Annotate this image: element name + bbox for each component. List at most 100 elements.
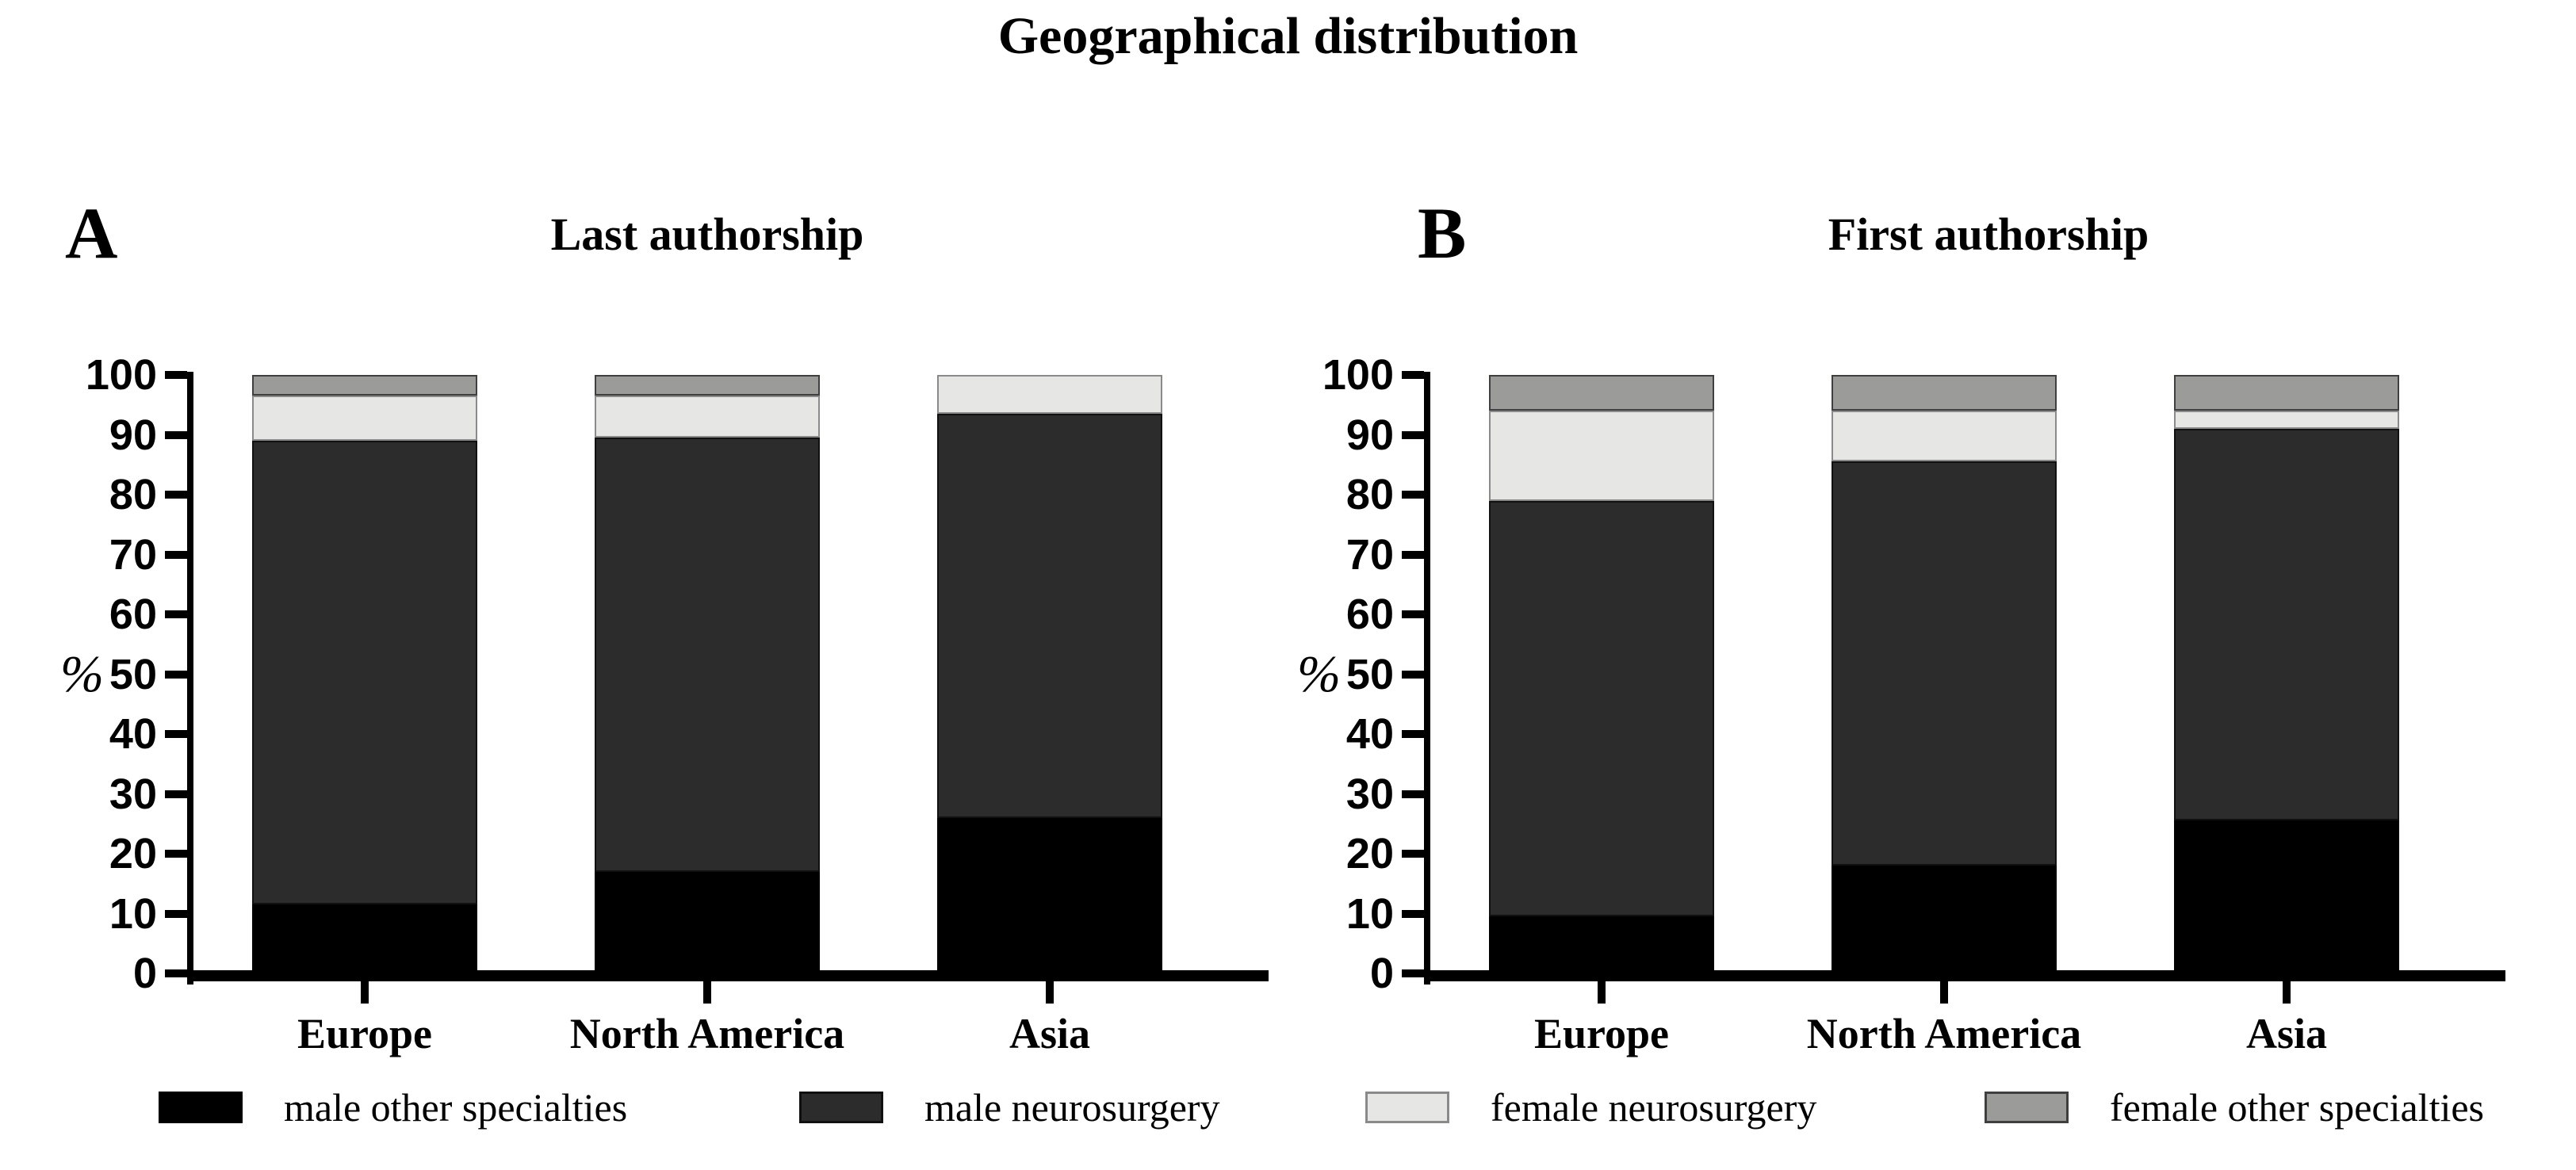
legend-item-male-neurosurgery: male neurosurgery	[799, 1084, 1220, 1130]
y-axis-tick	[165, 909, 187, 918]
y-axis-tick	[165, 730, 187, 738]
legend-swatch	[1365, 1092, 1449, 1123]
y-axis-tick	[165, 969, 187, 977]
bar-segment-male-other-specialties	[252, 904, 477, 973]
y-axis-tick-label: 20	[1345, 830, 1394, 878]
stacked-bar-europe	[1489, 375, 1714, 973]
bar-segment-male-neurosurgery	[252, 441, 477, 905]
stacked-bar-north-america	[595, 375, 820, 973]
bar-segment-male-neurosurgery	[2174, 428, 2399, 821]
y-axis-tick-label: 50	[1345, 650, 1394, 698]
y-axis-tick	[165, 491, 187, 499]
y-axis-tick-label: 90	[1345, 411, 1394, 459]
category-label-north-america: North America	[1806, 1010, 2082, 1057]
x-axis-tick	[1940, 981, 1948, 1004]
x-axis-tick	[703, 981, 711, 1004]
y-axis-tick-label: 70	[109, 530, 157, 579]
legend-item-female-neurosurgery: female neurosurgery	[1365, 1084, 1816, 1130]
y-axis-tick-label: 100	[1322, 351, 1394, 399]
bar-segment-male-neurosurgery	[1832, 461, 2057, 866]
x-axis-tick	[1598, 981, 1606, 1004]
y-axis-tick	[1402, 670, 1424, 679]
category-label-asia: Asia	[2245, 1010, 2327, 1057]
y-axis-tick-label: 80	[109, 471, 157, 518]
y-axis-tick-label: 100	[85, 351, 157, 399]
category-label-asia: Asia	[1009, 1010, 1090, 1057]
y-axis-tick-label: 60	[109, 591, 157, 638]
panel-label-b: B	[1418, 193, 1467, 273]
legend-label: female other specialties	[2110, 1085, 2484, 1130]
bar-segment-female-other-specialties	[252, 375, 477, 396]
y-axis-tick	[1402, 850, 1424, 858]
legend-swatch	[799, 1092, 883, 1123]
panel-last-authorship: A Last authorship % 0 10 20 30 40 50 60 70 80 90 1…	[48, 197, 1284, 1084]
bar-segment-female-neurosurgery	[1832, 411, 2057, 462]
category-label-north-america: North America	[569, 1010, 845, 1057]
stacked-bar-north-america	[1832, 375, 2057, 973]
y-axis-unit-label: %	[60, 645, 104, 703]
y-axis-tick-label: 90	[109, 411, 157, 459]
bar-segment-male-other-specialties	[2174, 820, 2399, 973]
y-axis-tick-label: 10	[109, 889, 157, 938]
y-axis-tick-label: 30	[109, 770, 157, 818]
y-axis-tick	[165, 430, 187, 439]
stacked-bar-europe	[252, 375, 477, 973]
bar-segment-male-other-specialties	[937, 817, 1162, 973]
y-axis-tick	[165, 550, 187, 559]
bar-segment-female-other-specialties	[1489, 375, 1714, 411]
legend-swatch	[1985, 1092, 2069, 1123]
stacked-bar-asia	[2174, 375, 2399, 973]
y-axis-tick-label: 0	[1369, 950, 1394, 997]
panel-first-authorship: B First authorship % 0 10 20 30 40 50 60 70 80 90…	[1284, 197, 2521, 1084]
y-axis-tick-label: 40	[109, 710, 157, 758]
y-axis-tick-label: 70	[1345, 530, 1394, 579]
bar-segment-female-other-specialties	[1832, 375, 2057, 411]
legend-swatch	[159, 1092, 243, 1123]
y-axis-tick-label: 40	[1345, 710, 1394, 758]
y-axis-tick-label: 10	[1345, 889, 1394, 938]
figure-title: Geographical distribution	[997, 7, 1579, 65]
legend-item-female-other-specialties: female other specialties	[1985, 1084, 2484, 1130]
y-axis-tick	[1402, 491, 1424, 499]
bar-segment-male-other-specialties	[1832, 866, 2057, 973]
plot-area-a: % 0 10 20 30 40 50 60 70 80 90 100 Europe North Amer…	[60, 351, 1269, 1057]
y-axis-tick-label: 30	[1345, 770, 1394, 818]
y-axis-tick	[1402, 969, 1424, 977]
legend: male other specialties male neurosurgery f…	[0, 1084, 2576, 1148]
bar-segment-female-other-specialties	[2174, 375, 2399, 411]
bar-segment-male-neurosurgery	[595, 438, 820, 872]
y-axis-tick-label: 20	[109, 830, 157, 878]
bar-segment-male-other-specialties	[1489, 916, 1714, 973]
bar-segment-male-neurosurgery	[1489, 500, 1714, 917]
x-axis-tick	[1046, 981, 1054, 1004]
panel-title-last-authorship: Last authorship	[550, 208, 864, 260]
legend-label: male neurosurgery	[924, 1085, 1220, 1130]
legend-label: female neurosurgery	[1491, 1085, 1817, 1130]
stacked-bar-asia	[937, 375, 1162, 973]
panel-title-first-authorship: First authorship	[1828, 208, 2149, 260]
legend-item-male-other-specialties: male other specialties	[159, 1084, 627, 1130]
y-axis-tick	[165, 610, 187, 618]
y-axis-tick	[1402, 371, 1424, 379]
x-axis-tick	[361, 981, 369, 1004]
bar-segment-female-neurosurgery	[252, 396, 477, 442]
y-axis-line	[187, 372, 193, 985]
y-axis-tick-label: 50	[109, 650, 157, 698]
y-axis-tick-label: 80	[1345, 471, 1394, 518]
panel-label-a: A	[65, 193, 118, 273]
y-axis-tick	[1402, 730, 1424, 738]
y-axis-tick	[165, 850, 187, 858]
category-label-europe: Europe	[297, 1010, 433, 1057]
bar-segment-female-neurosurgery	[2174, 411, 2399, 429]
y-axis-tick-label: 60	[1345, 591, 1394, 638]
y-axis-tick	[165, 371, 187, 379]
y-axis-tick-label: 0	[132, 950, 157, 997]
y-axis-tick	[1402, 909, 1424, 918]
bar-segment-female-other-specialties	[595, 375, 820, 396]
bar-segment-female-neurosurgery	[595, 396, 820, 438]
bar-segment-male-neurosurgery	[937, 414, 1162, 818]
bar-segment-male-other-specialties	[595, 871, 820, 973]
y-axis-line	[1424, 372, 1430, 985]
legend-label: male other specialties	[284, 1085, 628, 1130]
